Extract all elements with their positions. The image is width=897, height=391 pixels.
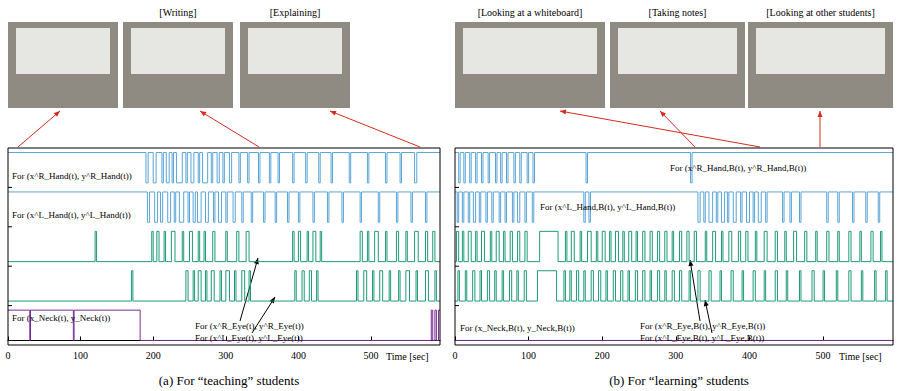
svg-text:0: 0 bbox=[453, 350, 458, 361]
svg-text:For (x_Neck(t), y_Neck(t)): For (x_Neck(t), y_Neck(t)) bbox=[12, 313, 110, 323]
svg-text:400: 400 bbox=[742, 350, 757, 361]
svg-text:100: 100 bbox=[73, 350, 88, 361]
svg-text:[Explaining]: [Explaining] bbox=[270, 7, 321, 18]
svg-text:300: 300 bbox=[668, 350, 683, 361]
svg-text:For (x^R_Hand,B(t), y^R_Hand,B: For (x^R_Hand,B(t), y^R_Hand,B(t)) bbox=[670, 163, 806, 173]
svg-text:500: 500 bbox=[816, 350, 831, 361]
svg-text:100: 100 bbox=[521, 350, 536, 361]
svg-text:Time [sec]: Time [sec] bbox=[839, 351, 882, 362]
svg-text:(b) For “learning” students: (b) For “learning” students bbox=[609, 373, 749, 388]
svg-text:For (x^R_Hand(t), y^R_Hand(t)): For (x^R_Hand(t), y^R_Hand(t)) bbox=[12, 171, 132, 181]
svg-text:200: 200 bbox=[595, 350, 610, 361]
svg-text:For (x^L_Hand,B(t), y^L_Hand,B: For (x^L_Hand,B(t), y^L_Hand,B(t)) bbox=[540, 202, 675, 212]
svg-text:For (x_Neck,B(t), y_Neck,B(t)): For (x_Neck,B(t), y_Neck,B(t)) bbox=[460, 323, 575, 333]
svg-text:For (x^L_Eye,B(t), y^L_Eye,B(t: For (x^L_Eye,B(t), y^L_Eye,B(t)) bbox=[640, 333, 764, 343]
svg-text:0: 0 bbox=[6, 350, 11, 361]
svg-text:For (x^L_Eye(t), y^L_Eye(t)): For (x^L_Eye(t), y^L_Eye(t)) bbox=[195, 333, 303, 343]
svg-text:[Looking at a whiteboard]: [Looking at a whiteboard] bbox=[478, 7, 583, 18]
svg-text:300: 300 bbox=[218, 350, 233, 361]
svg-text:For (x^L_Hand(t), y^L_Hand(t)): For (x^L_Hand(t), y^L_Hand(t)) bbox=[12, 210, 131, 220]
svg-text:500: 500 bbox=[364, 350, 379, 361]
svg-text:Time [sec]: Time [sec] bbox=[386, 351, 429, 362]
svg-text:For (x^R_Eye(t), y^R_Eye(t)): For (x^R_Eye(t), y^R_Eye(t)) bbox=[195, 321, 304, 331]
svg-text:(a) For “teaching” students: (a) For “teaching” students bbox=[159, 373, 299, 388]
svg-text:[Writing]: [Writing] bbox=[159, 7, 196, 18]
svg-text:For (x^R_Eye,B(t), y^R_Eye,B(t: For (x^R_Eye,B(t), y^R_Eye,B(t)) bbox=[640, 321, 765, 331]
svg-text:200: 200 bbox=[146, 350, 161, 361]
svg-text:400: 400 bbox=[291, 350, 306, 361]
svg-text:[Taking notes]: [Taking notes] bbox=[649, 7, 707, 18]
svg-text:[Looking at other students]: [Looking at other students] bbox=[766, 7, 875, 18]
